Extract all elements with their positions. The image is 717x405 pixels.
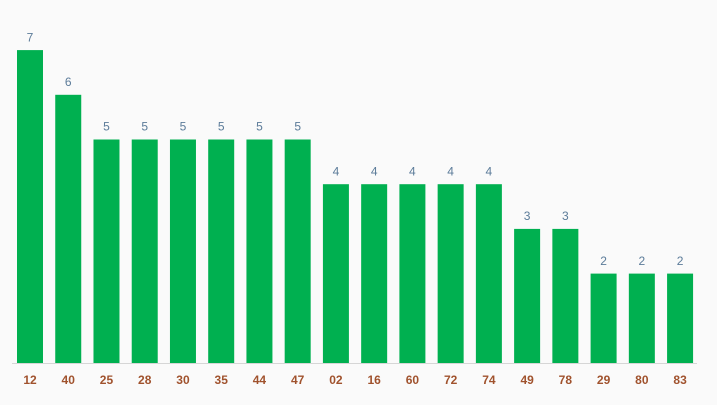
x-tick-label: 25 (100, 373, 114, 387)
value-label: 5 (256, 120, 263, 134)
bar (55, 94, 82, 364)
value-label: 2 (677, 254, 684, 268)
x-tick-label: 72 (444, 373, 458, 387)
bar (667, 273, 694, 363)
bar (246, 139, 273, 363)
x-tick-label: 80 (635, 373, 649, 387)
value-label: 4 (371, 164, 378, 178)
value-label: 2 (600, 254, 607, 268)
bar (361, 184, 388, 363)
x-tick-label: 28 (138, 373, 152, 387)
value-label: 4 (333, 164, 340, 178)
bar (399, 184, 426, 363)
value-label: 4 (486, 164, 493, 178)
bar (169, 139, 196, 363)
x-tick-label: 44 (253, 373, 267, 387)
x-tick-label: 35 (215, 373, 229, 387)
bar (475, 184, 502, 363)
bar (514, 228, 541, 363)
value-label: 2 (638, 254, 645, 268)
bar (17, 50, 43, 363)
bar (590, 273, 617, 363)
x-tick-label: 40 (62, 373, 76, 387)
x-tick-label: 02 (329, 373, 343, 387)
x-tick-label: 49 (520, 373, 534, 387)
x-tick-label: 29 (597, 373, 611, 387)
x-tick-label: 16 (367, 373, 381, 387)
bar (628, 273, 655, 363)
value-label: 3 (562, 209, 569, 223)
x-tick-label: 74 (482, 373, 496, 387)
bar (284, 139, 311, 363)
bar (93, 139, 120, 363)
value-label: 5 (141, 120, 148, 134)
x-tick-label: 83 (673, 373, 687, 387)
value-label: 4 (447, 164, 454, 178)
bar (552, 228, 579, 363)
value-label: 6 (65, 75, 72, 89)
x-tick-label: 47 (291, 373, 305, 387)
bar (437, 184, 464, 363)
value-label: 7 (27, 30, 34, 44)
bar (131, 139, 158, 363)
bar (208, 139, 235, 363)
value-label: 5 (294, 120, 301, 134)
x-tick-label: 60 (406, 373, 420, 387)
value-label: 3 (524, 209, 531, 223)
x-tick-label: 30 (176, 373, 190, 387)
value-label: 5 (103, 120, 110, 134)
value-label: 5 (218, 120, 225, 134)
value-label: 4 (409, 164, 416, 178)
x-tick-label: 78 (559, 373, 573, 387)
value-label: 5 (180, 120, 187, 134)
x-tick-label: 12 (23, 373, 37, 387)
bar (322, 184, 349, 363)
